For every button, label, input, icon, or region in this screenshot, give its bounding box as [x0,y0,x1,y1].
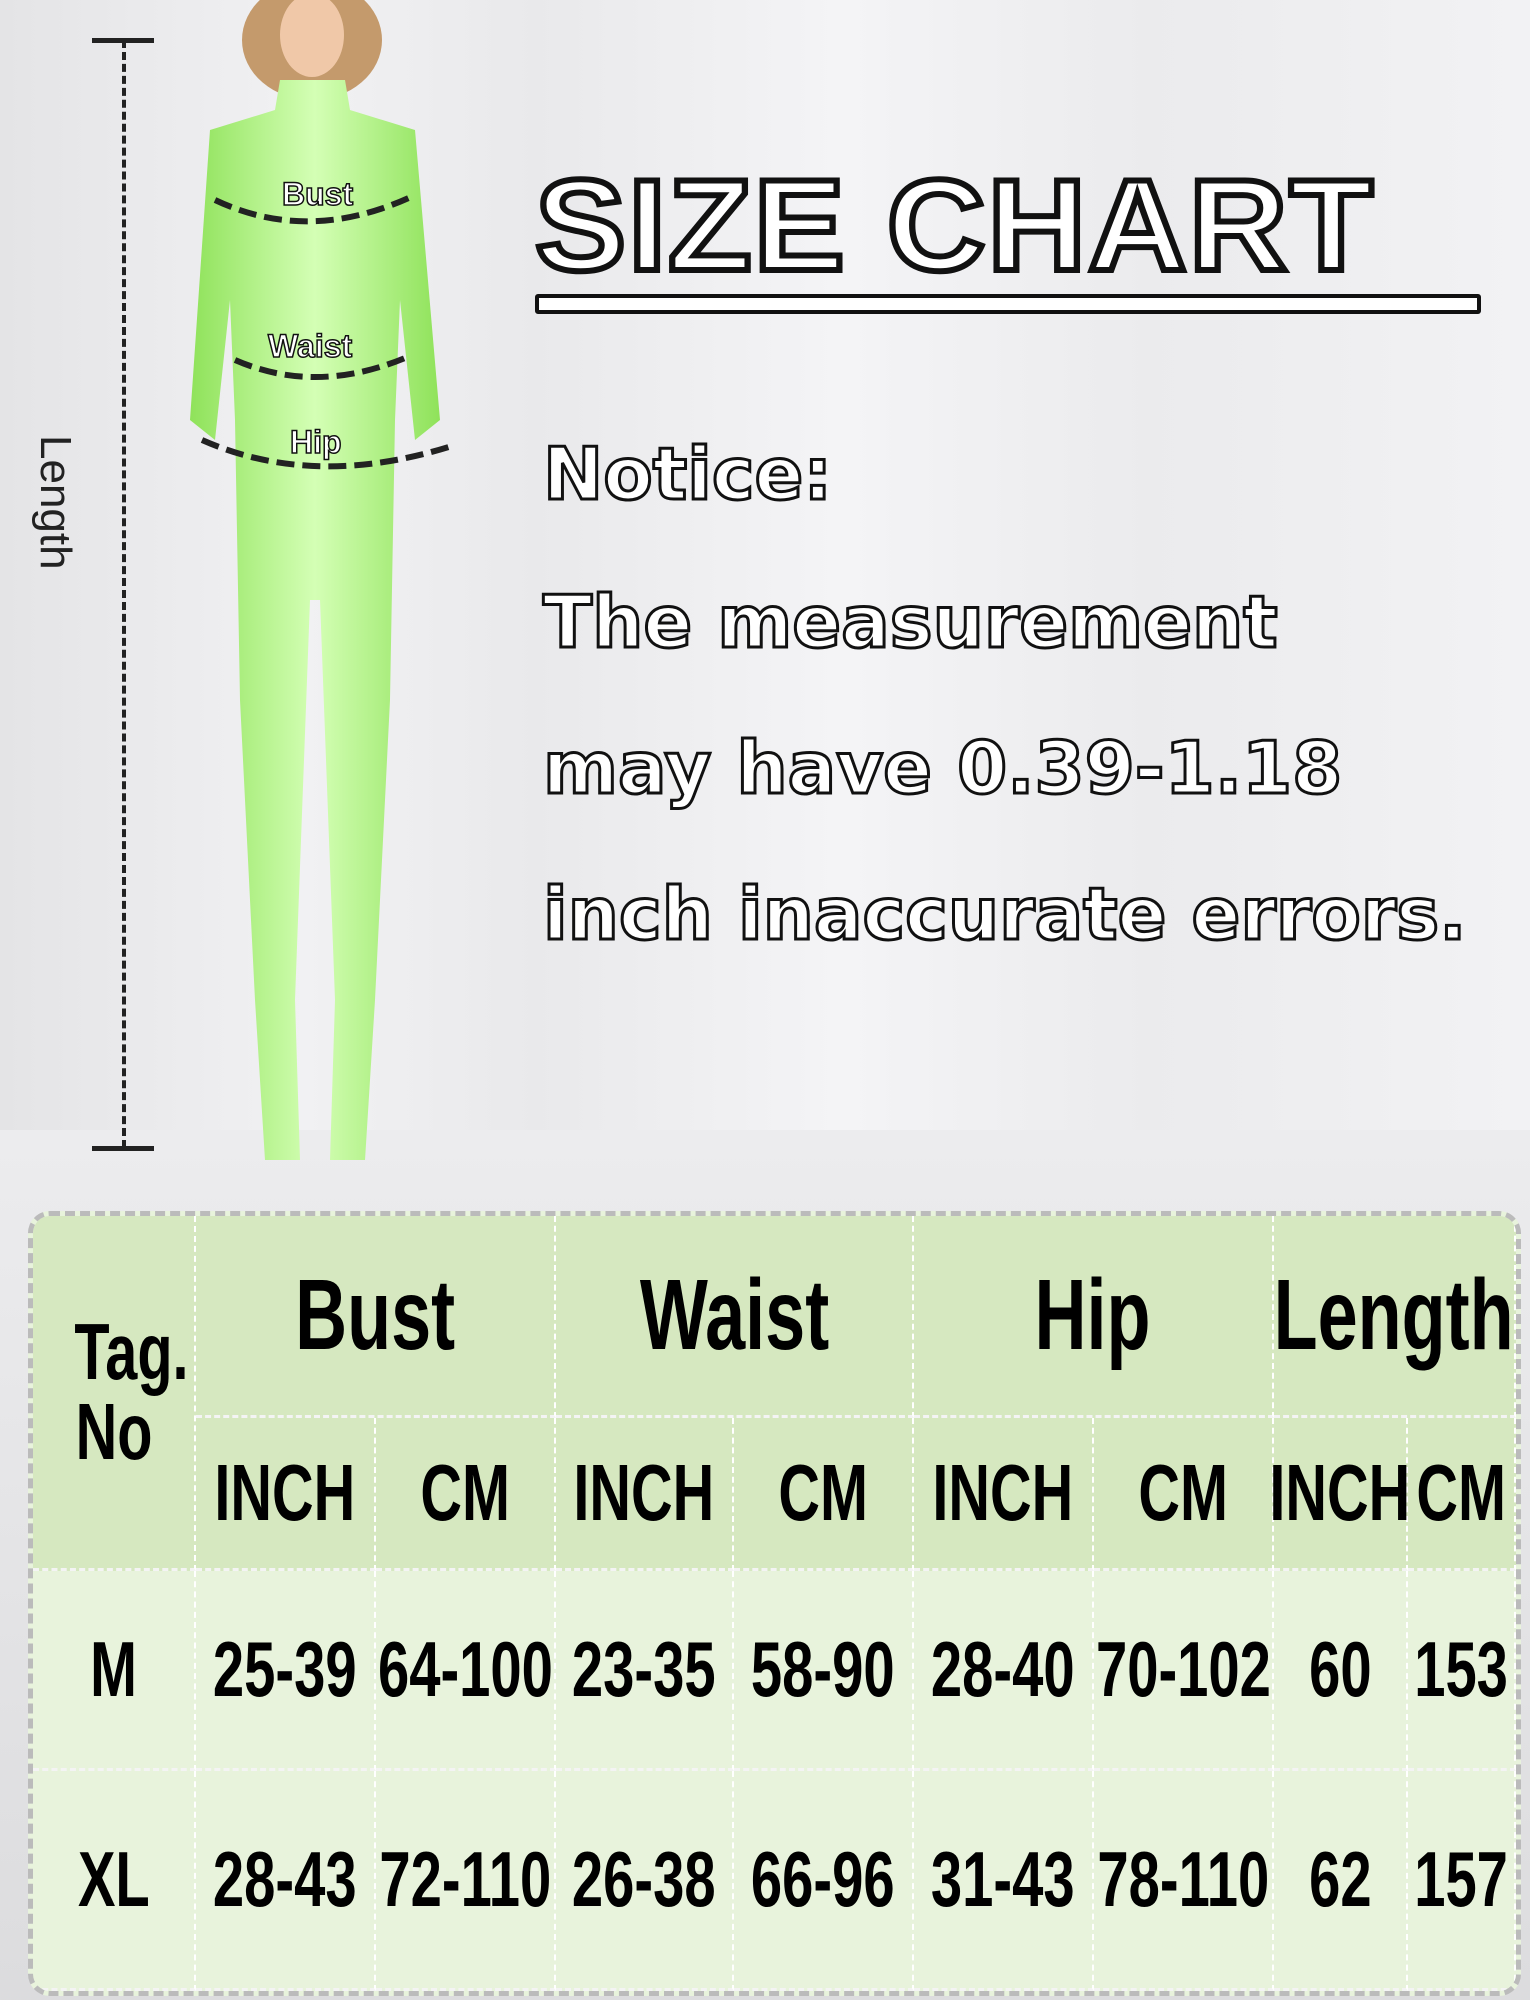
bodysuit [190,80,440,1160]
row-tag: XL [33,1771,196,1991]
title-underline [535,294,1481,314]
waist-label: Waist [267,327,353,365]
table-cell: 28-43 [196,1771,376,1991]
notice-line: may have 0.39-1.18 [541,725,1343,812]
table-cell: 66-96 [734,1771,914,1991]
table-cell: 28-40 [914,1571,1094,1771]
page-title: SIZE CHART [532,149,1376,301]
notice-line: inch inaccurate errors. [542,871,1469,958]
header-bust: Bust [196,1216,556,1418]
unit-header: INCH [914,1418,1094,1571]
bust-label: Bust [281,175,354,213]
unit-header: INCH [556,1418,734,1571]
notice-line: The measurement [542,579,1280,666]
table-cell: 72-110 [376,1771,556,1991]
unit-header: CM [376,1418,556,1571]
hip-line [200,437,456,470]
table-cell: 26-38 [556,1771,734,1991]
header-hip: Hip [914,1216,1274,1418]
length-label: Length [31,435,80,570]
table-cell: 23-35 [556,1571,734,1771]
unit-header: INCH [1270,1418,1410,1571]
table-cell: 58-90 [734,1571,914,1771]
table-cell: 157 [1408,1771,1516,1991]
model-figure [190,0,456,1160]
face [280,0,344,77]
unit-header: CM [734,1418,914,1571]
size-table: Tag. No Bust Waist Hip Length INCH CM IN… [28,1211,1521,1996]
waist-line [233,355,407,380]
header-waist: Waist [556,1216,914,1418]
table-cell: 78-110 [1094,1771,1274,1991]
table-cell: 70-102 [1094,1571,1274,1771]
row-tag: M [33,1571,196,1771]
ruler-bottom-cap [92,1146,154,1151]
table-cell: 64-100 [376,1571,556,1771]
table-cell: 25-39 [196,1571,376,1771]
tag-header: Tag. No [33,1216,196,1571]
table-cell: 60 [1274,1571,1408,1771]
table-cell: 62 [1274,1771,1408,1991]
unit-header: CM [1094,1418,1274,1571]
length-ruler [122,40,126,1148]
table-cell: 153 [1408,1571,1516,1771]
hip-label: Hip [289,423,342,461]
notice-heading: Notice: [541,431,833,518]
table-cell: 31-43 [914,1771,1094,1991]
ruler-top-cap [92,38,154,43]
header-length: Length [1274,1216,1516,1418]
unit-header: CM [1408,1418,1516,1571]
unit-header: INCH [196,1418,376,1571]
